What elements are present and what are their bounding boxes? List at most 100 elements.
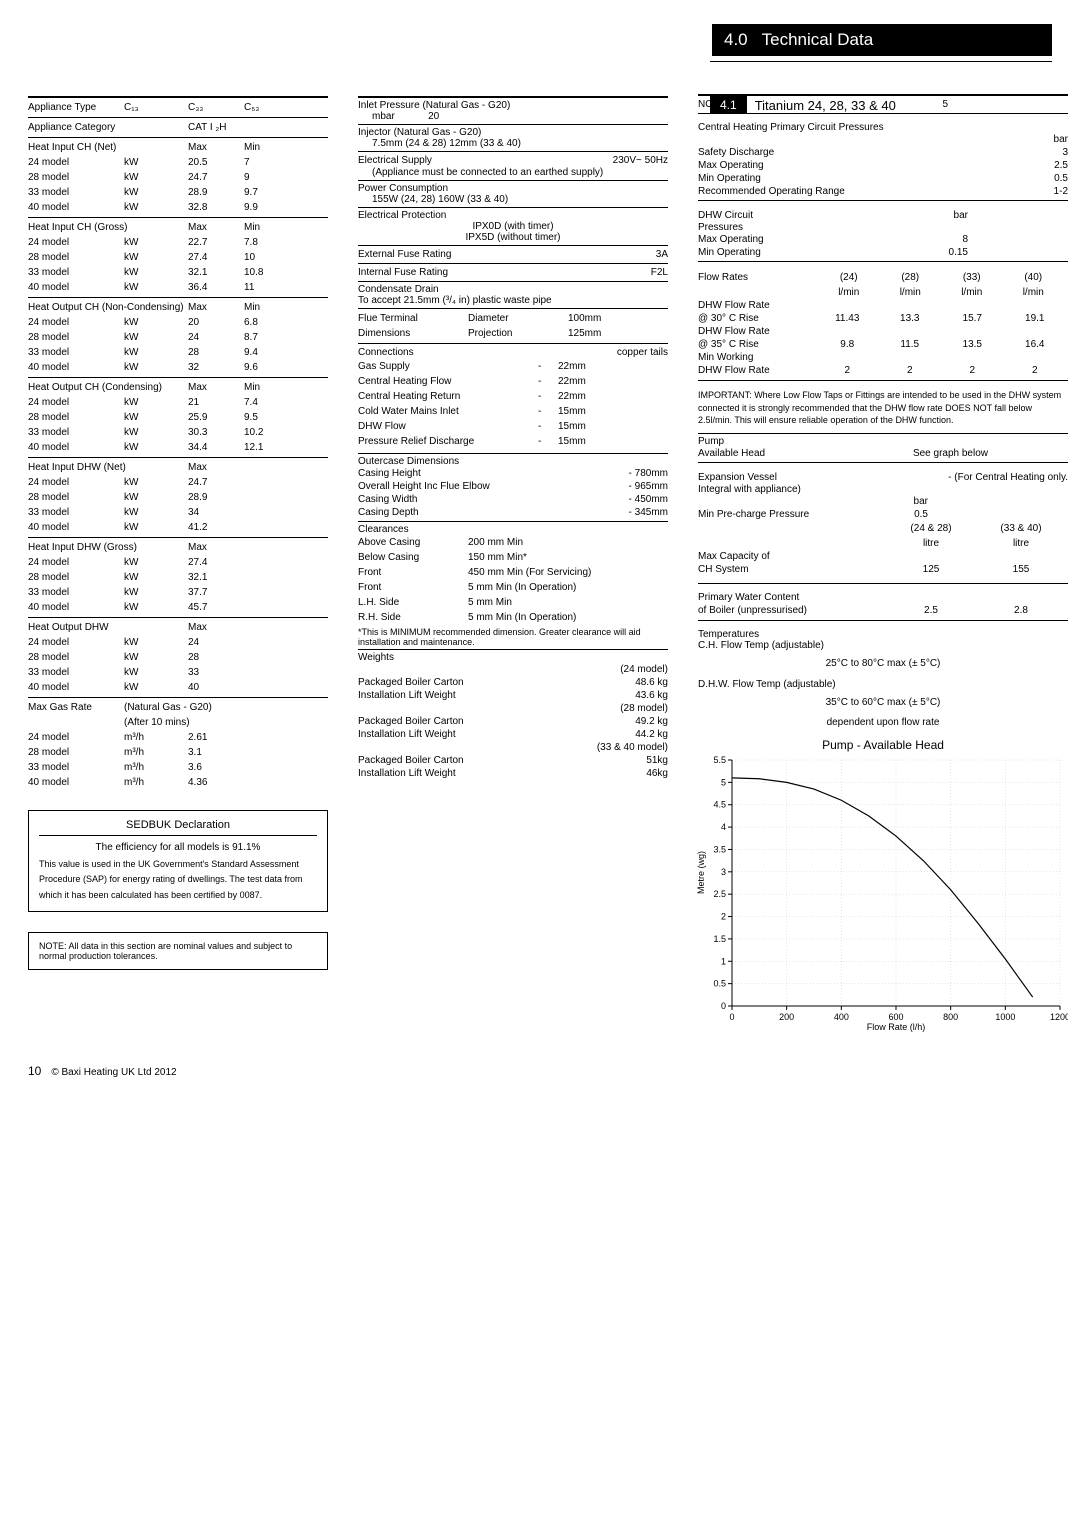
unit: kW [124,665,188,680]
val-max: 24 [188,330,244,345]
val-min [244,520,300,535]
weight-label: Packaged Boiler Carton [358,677,464,688]
unit: kW [124,200,188,215]
group-title: Heat Input CH (Net) [28,140,188,155]
dash: - [538,374,558,389]
fr-val: 11.5 [881,337,944,352]
val-max: 25.9 [188,410,244,425]
model: 28 model [28,250,124,265]
group-h2: Max [188,140,244,155]
condensate-label: Condensate Drain [358,284,668,295]
fr-val: 13.5 [943,337,1006,352]
unit: kW [124,265,188,280]
fr-name: Min Working [698,352,1068,363]
weight-val: 48.6 kg [635,677,668,688]
clear-val: 450 mm Min (For Servicing) [468,565,595,580]
val-max: 33 [188,665,244,680]
outer-val: - 450mm [629,494,668,505]
power-sub: 155W (24, 28) 160W (33 & 40) [358,194,668,205]
val-min [244,570,300,585]
svg-text:400: 400 [834,1012,849,1022]
flue-c1: Diameter [468,311,568,326]
pump-l2: Available Head [698,448,765,459]
flue-v2: 125mm [568,326,605,341]
int-fuse-val: F2L [651,267,668,278]
val-max: 20 [188,315,244,330]
unit: kW [124,280,188,295]
conn-name: Cold Water Mains Inlet [358,404,538,419]
column-1: Appliance Type C₁₃ C₃₃ C₅₃ Appliance Cat… [28,94,328,1034]
fr-val: 2 [818,363,881,378]
val-max: 40 [188,680,244,695]
val-min [244,490,300,505]
model: 40 model [28,600,124,615]
group-h3 [244,540,300,555]
weight-val: 43.6 kg [635,690,668,701]
columns: Appliance Type C₁₃ C₃₃ C₅₃ Appliance Cat… [28,94,1052,1034]
chp-v: 3 [1062,147,1068,158]
val-min: 9.7 [244,185,300,200]
temps-l1: C.H. Flow Temp (adjustable) [698,640,1068,651]
sedbuk-box: SEDBUK Declaration The efficiency for al… [28,810,328,912]
unit: kW [124,635,188,650]
unit: kW [124,315,188,330]
val-max: 32.8 [188,200,244,215]
exp-colunit1: litre [888,536,978,551]
clear-val: 200 mm Min [468,535,527,550]
fr-unit: l/min [818,287,880,298]
temps-l1v: 25°C to 80°C max (± 5°C) [698,657,1068,671]
val-min: 10.8 [244,265,300,280]
note-text: NOTE: All data in this section are nomin… [39,941,317,961]
int-fuse-label: Internal Fuse Rating [358,267,448,278]
val-min: 7.4 [244,395,300,410]
clear-val: 150 mm Min* [468,550,531,565]
unit: kW [124,520,188,535]
model: 28 model [28,745,124,760]
val-max: 28.9 [188,490,244,505]
val-min [244,555,300,570]
fr-unit: l/min [941,287,1003,298]
val-min: 9.4 [244,345,300,360]
val-min [244,600,300,615]
model: 33 model [28,265,124,280]
val-min: 6.8 [244,315,300,330]
unit: kW [124,410,188,425]
svg-text:1.5: 1.5 [713,934,726,944]
injector-label: Injector (Natural Gas - G20) [358,127,668,138]
svg-text:2.5: 2.5 [713,889,726,899]
c13: C₁₃ [124,100,188,115]
flue-v1: 100mm [568,311,605,326]
fr-val: 2 [1006,363,1069,378]
exp-colunit2: litre [978,536,1068,551]
expansion-row-val: 0.5 [914,509,1068,520]
header-title: Technical Data [762,30,874,50]
conn-name: DHW Flow [358,419,538,434]
val-min: 10.2 [244,425,300,440]
conn-name: Gas Supply [358,359,538,374]
val-min [244,680,300,695]
val-max: 32.1 [188,265,244,280]
appliance-type-label: Appliance Type [28,100,124,115]
elec-supply-sub: (Appliance must be connected to an earth… [358,167,668,178]
page: 4.0 Technical Data 4.1 Titanium 24, 28, … [0,0,1080,1098]
val-max: 24.7 [188,170,244,185]
outer-label: Casing Depth [358,507,419,518]
unit: kW [124,570,188,585]
model: 33 model [28,425,124,440]
page-number: 10 [28,1064,41,1078]
weight-val: 44.2 kg [635,729,668,740]
pump-chart: Metre (wg) 02004006008001000120000.511.5… [698,754,1068,1034]
fr-col: (33) [941,272,1003,283]
clear-val: 5 mm Min (In Operation) [468,610,580,625]
chart-svg: 02004006008001000120000.511.522.533.544.… [698,754,1068,1034]
exp-r2-1-label: CH System [698,562,888,577]
unit: kW [124,600,188,615]
unit: m³/h [124,760,188,775]
group-title: Heat Output CH (Condensing) [28,380,188,395]
val-max: 32.1 [188,570,244,585]
group-h2: Max [188,540,244,555]
svg-text:1: 1 [721,956,726,966]
conn-val: 15mm [558,419,590,434]
exp-col2: (33 & 40) [978,521,1068,536]
group-h2: Max [188,220,244,235]
